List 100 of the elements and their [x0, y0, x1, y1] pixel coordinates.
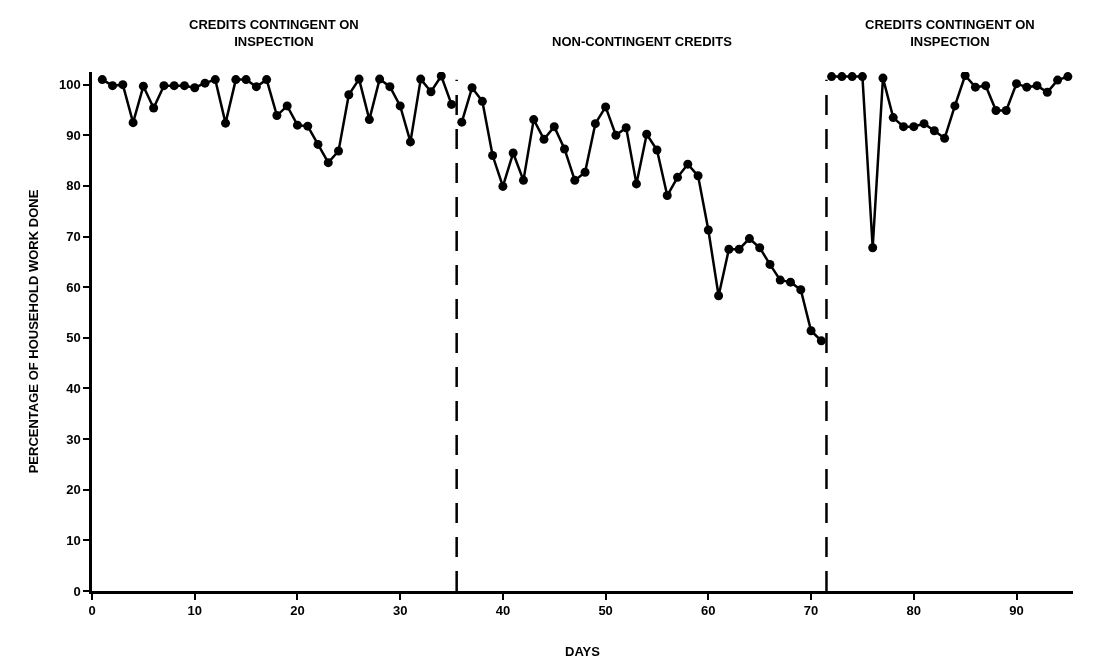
point [775, 275, 785, 285]
point [354, 74, 364, 84]
point [703, 225, 713, 235]
point [950, 101, 960, 111]
point [847, 72, 857, 82]
point [518, 175, 528, 185]
y-tick-label: 50 [66, 330, 81, 346]
point [416, 74, 426, 84]
point [118, 80, 128, 90]
y-tick-label: 10 [66, 532, 81, 548]
point [929, 126, 939, 136]
point [292, 120, 302, 130]
point [282, 101, 292, 111]
x-tick-label: 50 [598, 603, 613, 619]
point [272, 111, 282, 121]
point [467, 83, 477, 93]
point [498, 181, 508, 191]
point [960, 72, 970, 81]
point [611, 130, 621, 140]
x-tick-label: 0 [88, 603, 96, 619]
point [786, 277, 796, 287]
point [857, 72, 867, 82]
point [991, 105, 1001, 115]
point [560, 144, 570, 154]
point [1053, 75, 1063, 85]
point [231, 75, 241, 85]
point [580, 167, 590, 177]
point [313, 139, 323, 149]
point [200, 78, 210, 88]
point [221, 118, 231, 128]
y-tick-label: 100 [58, 77, 81, 93]
y-axis-title: PERCENTAGE OF HOUSEHOLD WORK DONE [25, 189, 41, 474]
y-tick-label: 20 [66, 482, 81, 498]
x-tick-label: 20 [290, 603, 305, 619]
point [241, 75, 251, 85]
point [149, 103, 159, 113]
point [765, 259, 775, 269]
point [138, 81, 148, 91]
point [744, 234, 754, 244]
point [888, 113, 898, 123]
point [1012, 79, 1021, 89]
text: CREDITS CONTINGENT ON INSPECTION [189, 17, 359, 49]
point [796, 285, 806, 295]
x-tick-label: 80 [906, 603, 922, 619]
point [1042, 87, 1052, 97]
point [169, 81, 179, 91]
point [262, 75, 272, 85]
point [868, 243, 878, 253]
point [724, 244, 734, 254]
point [734, 244, 744, 254]
point [878, 73, 888, 83]
y-tick-label: 60 [66, 279, 81, 295]
point [323, 158, 333, 168]
point [508, 148, 518, 158]
text: NON-CONTINGENT CREDITS [552, 34, 733, 49]
y-tick-label: 70 [66, 229, 81, 245]
point [1063, 72, 1073, 82]
point [190, 83, 200, 93]
point [755, 243, 765, 253]
x-tick-label: 40 [495, 603, 511, 619]
point [816, 336, 826, 346]
point [128, 118, 138, 128]
point [179, 81, 189, 91]
point [909, 122, 919, 132]
point [159, 81, 169, 91]
x-axis-title: DAYS [565, 643, 601, 659]
point [1032, 81, 1042, 91]
point [631, 179, 641, 189]
point [457, 117, 467, 127]
y-tick-label: 40 [66, 381, 81, 397]
point [827, 72, 837, 82]
point [601, 102, 611, 112]
point [97, 75, 107, 85]
y-tick-label: 0 [73, 583, 81, 599]
point [426, 87, 436, 97]
point [673, 172, 683, 182]
point [899, 122, 909, 132]
point [405, 137, 415, 147]
point [447, 99, 457, 109]
point [714, 291, 724, 301]
point [970, 82, 980, 92]
point [334, 146, 344, 156]
point [570, 175, 580, 185]
point [395, 101, 405, 111]
point [981, 81, 991, 91]
x-tick-label: 10 [187, 603, 202, 619]
point [693, 171, 703, 181]
point [837, 72, 847, 82]
point [1022, 82, 1032, 92]
x-tick-label: 90 [1009, 603, 1024, 619]
point [539, 134, 549, 144]
point [344, 90, 354, 100]
point [436, 72, 446, 81]
point [210, 75, 220, 85]
point [108, 81, 118, 91]
point [683, 159, 693, 169]
point [375, 74, 385, 84]
point [251, 82, 261, 92]
point [642, 129, 652, 139]
point [806, 326, 816, 336]
